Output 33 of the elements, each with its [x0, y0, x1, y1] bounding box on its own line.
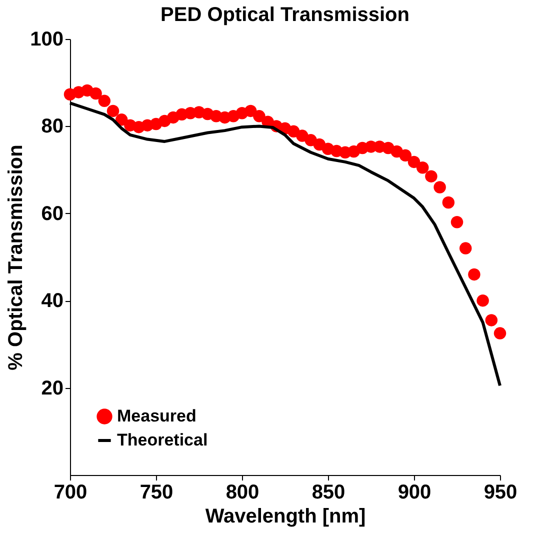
point: [98, 94, 111, 108]
point: [90, 87, 102, 100]
point: [244, 104, 257, 118]
point: [494, 327, 506, 340]
y-tick-label: 20: [41, 377, 64, 400]
point: [450, 216, 464, 228]
point: [442, 196, 455, 209]
point: [459, 242, 472, 254]
point: [106, 104, 120, 118]
y-tick-label: 40: [41, 290, 64, 312]
x-tick-label: 850: [312, 482, 346, 504]
x-tick-label: 750: [140, 482, 174, 504]
x-tick-label: 900: [398, 482, 432, 504]
point: [476, 294, 489, 307]
legend-label: Theoretical: [117, 430, 208, 450]
x-tick-label: 950: [484, 482, 518, 504]
y-axis-title: % Optical Transmission: [5, 144, 28, 370]
legend-label: Measured: [117, 406, 196, 426]
x-tick-label: 700: [54, 482, 88, 504]
y-tick-label: 80: [41, 116, 64, 138]
y-tick-label: 60: [41, 202, 64, 225]
point: [416, 162, 429, 174]
point: [468, 268, 480, 281]
point: [399, 149, 412, 162]
point: [425, 170, 438, 182]
point: [408, 156, 420, 168]
y-tick-label: 100: [30, 28, 64, 50]
point: [434, 181, 446, 194]
x-tick-label: 800: [226, 482, 260, 504]
point: [485, 314, 498, 326]
point: [253, 110, 266, 122]
chart-title: PED Optical Transmission: [160, 4, 410, 26]
x-axis-title: Wavelength [nm]: [205, 506, 366, 528]
